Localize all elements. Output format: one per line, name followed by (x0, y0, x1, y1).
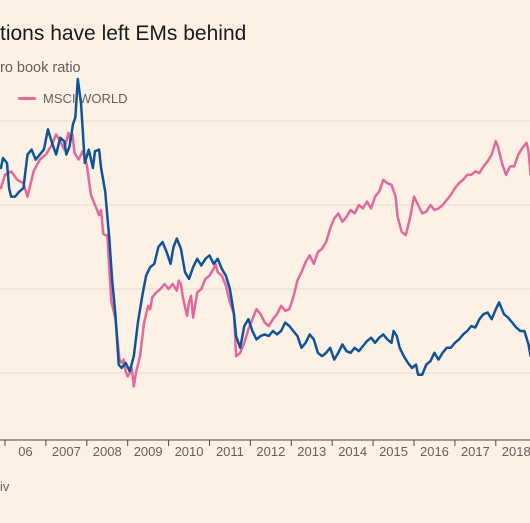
x-tick-label-4: 2010 (175, 444, 204, 459)
x-tick-label-1: 2007 (52, 444, 81, 459)
x-tick-label-11: 2017 (461, 444, 490, 459)
line-chart: 06 2007 2008 2009 2010 2011 2012 2013 2014 2015 20… (0, 77, 530, 459)
legend-label-msci-world: MSCI WORLD (43, 91, 128, 106)
series-line-1 (0, 77, 530, 376)
chart-subtitle: ro book ratio (0, 60, 81, 76)
source-note: iv (0, 479, 10, 494)
x-tick-label-7: 2013 (297, 444, 326, 459)
x-tick-label-12: 2018 (502, 444, 530, 459)
legend-swatch-msci-world (18, 97, 36, 100)
x-tick-label-0: 06 (18, 444, 32, 459)
x-tick-label-3: 2009 (134, 444, 163, 459)
legend: MSCI WORLD (18, 91, 128, 106)
x-tick-label-6: 2012 (256, 444, 285, 459)
chart-title: tions have left EMs behind (0, 22, 247, 45)
x-tick-label-10: 2016 (420, 444, 449, 459)
series-line-0 (0, 131, 530, 388)
x-tick-label-9: 2015 (379, 444, 408, 459)
x-tick-label-2: 2008 (93, 444, 122, 459)
x-tick-label-8: 2014 (338, 444, 367, 459)
x-tick-label-5: 2011 (216, 444, 244, 459)
